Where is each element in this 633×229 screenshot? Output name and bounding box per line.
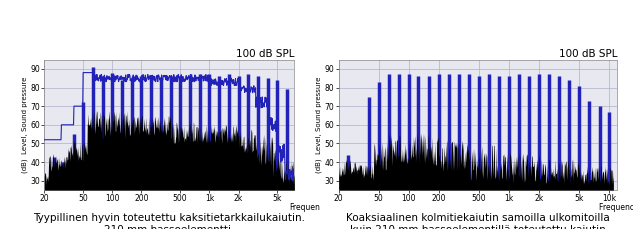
Text: Tyypillinen hyvin toteutettu kaksitietarkkailukaiutin.
210 mm bassoelementti.: Tyypillinen hyvin toteutettu kaksitietar… <box>34 213 305 229</box>
Y-axis label: (dB)  Level, Sound pressure: (dB) Level, Sound pressure <box>315 77 322 173</box>
Y-axis label: (dB)  Level, Sound pressure: (dB) Level, Sound pressure <box>21 77 28 173</box>
X-axis label: Frequency (Hz): Frequency (Hz) <box>599 203 633 212</box>
Text: Koaksiaalinen kolmitiekaiutin samoilla ulkomitoilla
kuin 210 mm bassoelementillä: Koaksiaalinen kolmitiekaiutin samoilla u… <box>346 213 610 229</box>
Text: 100 dB SPL: 100 dB SPL <box>559 49 617 59</box>
X-axis label: Frequen: Frequen <box>289 203 320 212</box>
Text: 100 dB SPL: 100 dB SPL <box>236 49 294 59</box>
